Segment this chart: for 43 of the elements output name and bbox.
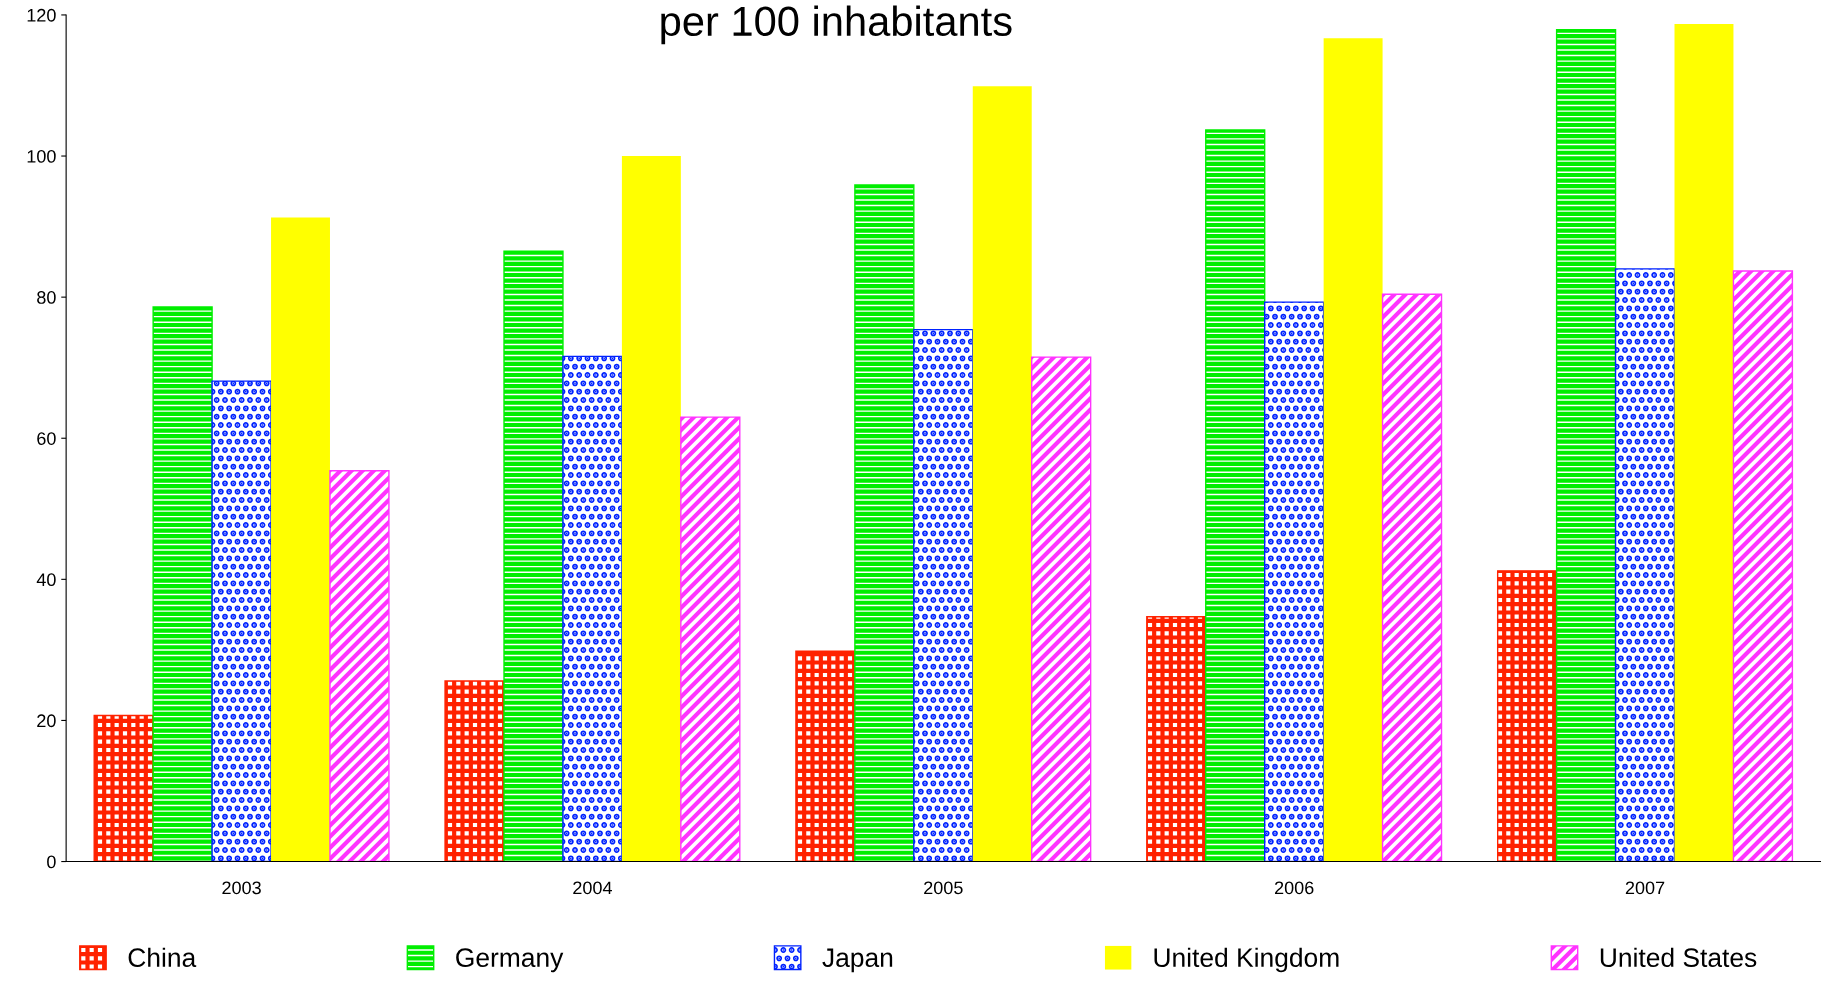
bar bbox=[1381, 293, 1443, 862]
bar bbox=[795, 650, 856, 862]
bar bbox=[621, 156, 681, 862]
y-tick-label: 120 bbox=[27, 8, 56, 22]
bar bbox=[1674, 24, 1734, 862]
y-tick-label: 80 bbox=[37, 291, 56, 304]
bar bbox=[1146, 616, 1207, 862]
x-tick-label: 2003 bbox=[222, 881, 261, 895]
y-tick-label: 40 bbox=[36, 573, 56, 587]
bar bbox=[503, 250, 564, 862]
bar bbox=[329, 469, 390, 862]
x-tick-label: 2006 bbox=[1274, 881, 1314, 895]
bar bbox=[1496, 570, 1558, 862]
bar bbox=[1323, 38, 1383, 862]
bar bbox=[680, 416, 741, 862]
legend-label: Germany bbox=[456, 948, 564, 973]
y-tick-label: 100 bbox=[27, 149, 56, 163]
x-tick-label: 2005 bbox=[924, 881, 963, 895]
bar bbox=[1205, 129, 1266, 862]
y-tick-label: 0 bbox=[47, 855, 56, 869]
legend-label: Japan bbox=[822, 948, 893, 973]
legend-label: United States bbox=[1600, 947, 1757, 968]
bar bbox=[1031, 356, 1092, 862]
bar bbox=[1263, 301, 1325, 862]
bar bbox=[271, 217, 330, 862]
bar bbox=[1614, 268, 1676, 862]
bar bbox=[444, 680, 505, 862]
x-tick-label: 2007 bbox=[1625, 881, 1665, 895]
x-tick-label: 2004 bbox=[573, 881, 612, 895]
y-tick-label: 20 bbox=[37, 714, 56, 728]
chart-title: per 100 inhabitants bbox=[661, 5, 1012, 45]
bar bbox=[913, 328, 974, 862]
bar bbox=[93, 714, 154, 862]
legend-label: China bbox=[128, 947, 197, 968]
y-tick-label: 60 bbox=[37, 432, 56, 445]
bar bbox=[972, 86, 1032, 862]
bar bbox=[211, 380, 272, 862]
bar bbox=[1732, 270, 1794, 862]
bar bbox=[152, 306, 213, 862]
bar bbox=[562, 355, 623, 862]
bar bbox=[1555, 29, 1617, 862]
legend-label: United Kingdom bbox=[1154, 947, 1339, 973]
bar bbox=[854, 184, 915, 862]
